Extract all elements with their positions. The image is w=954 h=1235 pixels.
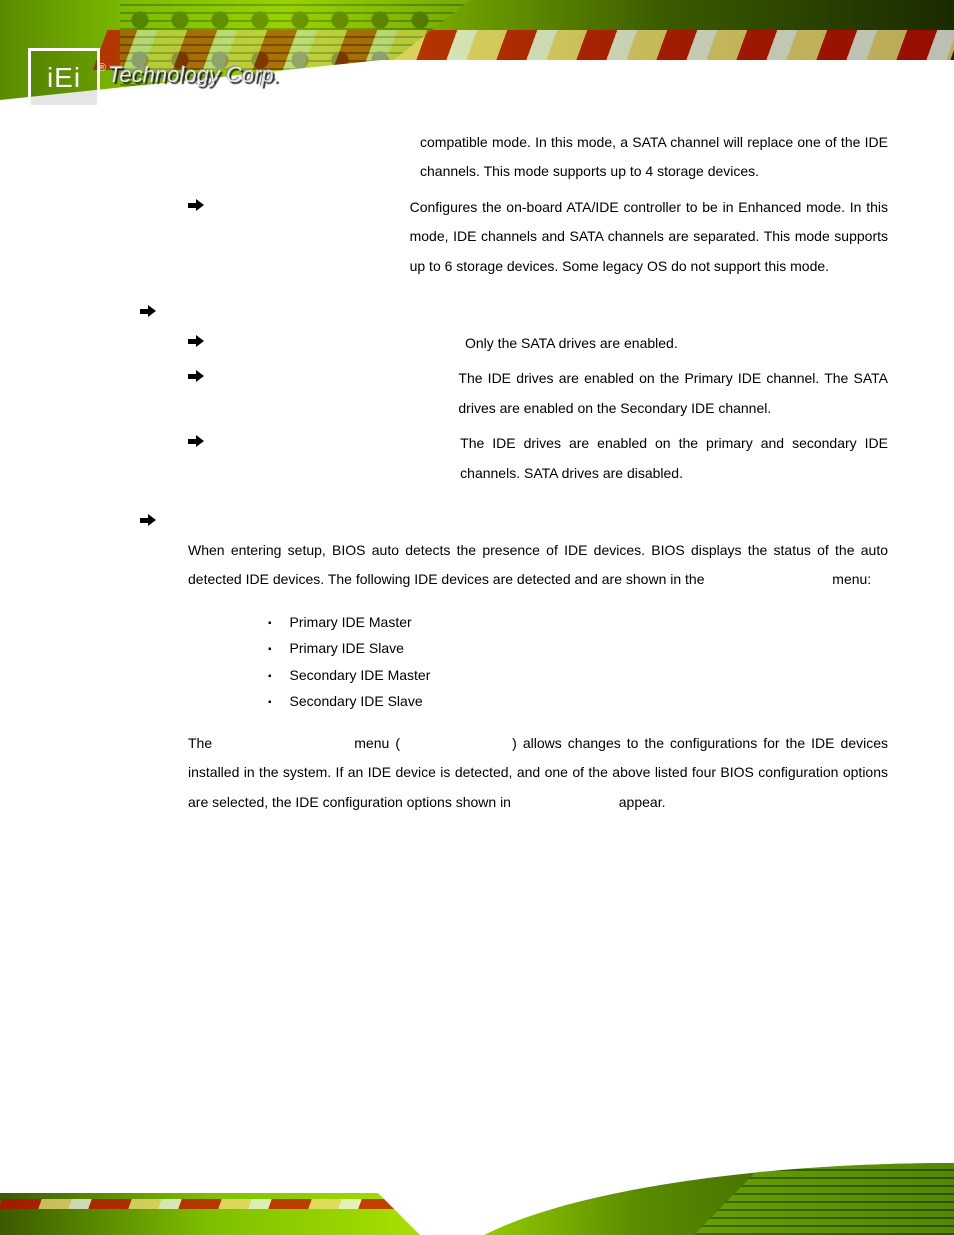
- detect-p1-tail: menu:: [832, 571, 871, 587]
- list-item: Primary IDE Slave: [268, 635, 888, 662]
- detect-paragraph-2: The menu ( ) allows changes to the confi…: [188, 729, 888, 817]
- brand-logo: iEi: [28, 48, 100, 108]
- pata-both-desc: The IDE drives are enabled on the primar…: [460, 429, 888, 488]
- footer-stripe: [0, 1193, 420, 1235]
- arrow-icon: [140, 305, 156, 319]
- brand-tagline: Technology Corp.: [108, 62, 280, 88]
- registered-mark: ®: [98, 62, 106, 74]
- sub-option-pata-both: The IDE drives are enabled on the primar…: [188, 429, 888, 488]
- circuit-pattern: [120, 0, 470, 110]
- arrow-icon: [188, 199, 194, 213]
- p2-c: ) allows changes to the configurations f…: [188, 735, 888, 810]
- section-legacy-ide: [140, 299, 888, 319]
- detect-paragraph-1: When entering setup, BIOS auto detects t…: [188, 536, 888, 595]
- list-item: Secondary IDE Slave: [268, 688, 888, 715]
- option-enhanced-mode: Configures the on-board ATA/IDE controll…: [188, 193, 888, 281]
- p2-a: The: [188, 735, 212, 751]
- document-body: compatible mode. In this mode, a SATA ch…: [140, 128, 888, 817]
- arrow-icon: [188, 435, 199, 449]
- header-decorative-band: [0, 0, 954, 110]
- compatible-mode-continuation: compatible mode. In this mode, a SATA ch…: [420, 128, 888, 187]
- section-ide-master-slave: [140, 508, 888, 528]
- p2-d: appear.: [619, 794, 666, 810]
- arrow-icon: [188, 335, 204, 349]
- sub-option-sata-only: Only the SATA drives are enabled.: [188, 329, 888, 358]
- arrow-icon: [188, 370, 197, 384]
- pata-primary-desc: The IDE drives are enabled on the Primar…: [458, 364, 888, 423]
- sata-only-desc: Only the SATA drives are enabled.: [465, 329, 678, 358]
- footer-decorative-band: [0, 1125, 954, 1235]
- p2-b: menu (: [354, 735, 400, 751]
- ide-device-list: Primary IDE Master Primary IDE Slave Sec…: [268, 609, 888, 715]
- list-item: Primary IDE Master: [268, 609, 888, 636]
- detect-p1-text: When entering setup, BIOS auto detects t…: [188, 542, 888, 587]
- list-item: Secondary IDE Master: [268, 662, 888, 689]
- logo-square: iEi: [28, 48, 100, 108]
- footer-circuit-pattern: [694, 1155, 954, 1235]
- sub-option-pata-primary: The IDE drives are enabled on the Primar…: [188, 364, 888, 423]
- footer-curve: [434, 1145, 954, 1235]
- enhanced-mode-desc: Configures the on-board ATA/IDE controll…: [410, 193, 888, 281]
- arrow-icon: [140, 514, 156, 528]
